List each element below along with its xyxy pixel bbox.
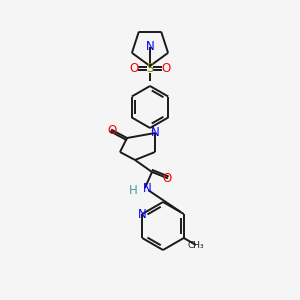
Text: N: N (142, 182, 152, 194)
Text: CH₃: CH₃ (188, 241, 204, 250)
Text: S: S (146, 61, 154, 74)
Text: O: O (161, 61, 171, 74)
Text: O: O (129, 61, 139, 74)
Text: H: H (129, 184, 137, 196)
Text: O: O (107, 124, 117, 136)
Text: N: N (146, 40, 154, 53)
Text: N: N (138, 208, 147, 220)
Text: O: O (162, 172, 172, 184)
Text: N: N (151, 127, 159, 140)
